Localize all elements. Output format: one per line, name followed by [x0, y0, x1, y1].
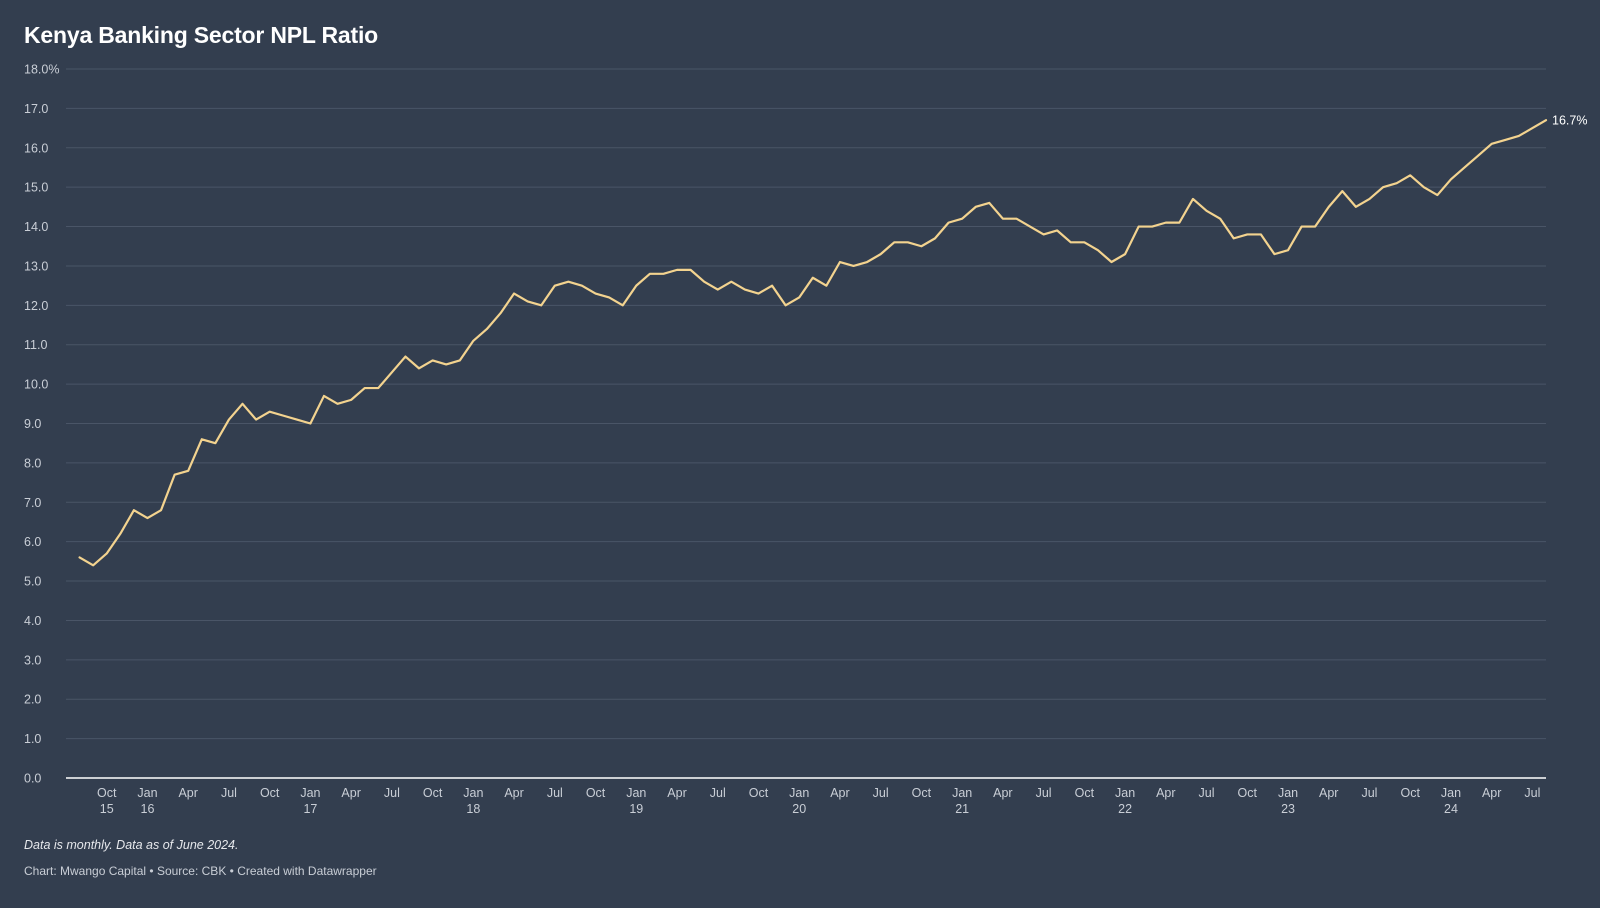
x-tick-year-label: 22: [1118, 802, 1132, 816]
x-tick-year-label: 23: [1281, 802, 1295, 816]
x-tick-label: Jul: [710, 786, 726, 800]
x-tick-label: Apr: [1156, 786, 1175, 800]
y-tick-label: 7.0: [24, 496, 41, 510]
y-tick-label: 0.0: [24, 772, 41, 786]
x-tick-label: Jul: [873, 786, 889, 800]
x-tick-label: Oct: [586, 786, 606, 800]
y-tick-label: 18.0%: [24, 63, 59, 77]
y-tick-label: 16.0: [24, 141, 48, 155]
x-tick-label: Apr: [178, 786, 197, 800]
y-tick-label: 8.0: [24, 456, 41, 470]
end-value-label: 16.7%: [1552, 114, 1587, 128]
x-tick-label: Oct: [423, 786, 443, 800]
x-tick-label: Jan: [626, 786, 646, 800]
x-tick-label: Jan: [1115, 786, 1135, 800]
credit-chart: Chart: Mwango Capital: [24, 864, 147, 878]
credit-separator: •: [149, 864, 154, 878]
y-tick-label: 6.0: [24, 535, 41, 549]
credit-tool: Created with Datawrapper: [237, 864, 377, 878]
x-tick-year-label: 17: [303, 802, 317, 816]
x-tick-label: Jul: [547, 786, 563, 800]
x-tick-label: Apr: [1482, 786, 1501, 800]
footnote: Data is monthly. Data as of June 2024.: [24, 838, 239, 852]
x-tick-label: Oct: [749, 786, 769, 800]
y-tick-label: 4.0: [24, 614, 41, 628]
x-tick-label: Jan: [1278, 786, 1298, 800]
x-tick-label: Jul: [1199, 786, 1215, 800]
x-tick-label: Apr: [830, 786, 849, 800]
y-tick-label: 12.0: [24, 299, 48, 313]
x-axis-ticks: Oct 15 Jan 16 Apr Jul Oct Jan 17 Apr Jul Oct Jan 18 Ap…: [97, 786, 1540, 816]
x-tick-label: Oct: [1075, 786, 1095, 800]
y-tick-label: 5.0: [24, 575, 41, 589]
x-tick-year-label: 15: [100, 802, 114, 816]
x-tick-label: Apr: [341, 786, 360, 800]
x-tick-year-label: 19: [629, 802, 643, 816]
credit-source: Source: CBK: [156, 864, 227, 878]
x-tick-label: Oct: [912, 786, 932, 800]
x-tick-year-label: 24: [1444, 802, 1458, 816]
x-tick-label: Jul: [1524, 786, 1540, 800]
y-tick-label: 3.0: [24, 653, 41, 667]
x-tick-label: Apr: [1319, 786, 1338, 800]
x-tick-label: Apr: [667, 786, 686, 800]
x-tick-label: Oct: [1238, 786, 1258, 800]
credit-separator: •: [229, 864, 234, 878]
credit-line: Chart: Mwango Capital • Source: CBK • Cr…: [24, 864, 377, 878]
x-tick-label: Apr: [504, 786, 523, 800]
x-tick-year-label: 18: [466, 802, 480, 816]
x-tick-label: Jul: [1036, 786, 1052, 800]
x-tick-label: Jan: [463, 786, 483, 800]
x-tick-year-label: 16: [141, 802, 155, 816]
y-tick-label: 2.0: [24, 693, 41, 707]
y-tick-label: 17.0: [24, 102, 48, 116]
x-tick-label: Jul: [221, 786, 237, 800]
x-tick-label: Jan: [952, 786, 972, 800]
x-tick-label: Oct: [260, 786, 280, 800]
chart-title: Kenya Banking Sector NPL Ratio: [24, 22, 378, 48]
y-tick-label: 13.0: [24, 259, 48, 273]
x-tick-label: Jan: [300, 786, 320, 800]
x-tick-label: Jul: [384, 786, 400, 800]
y-tick-label: 9.0: [24, 417, 41, 431]
x-tick-year-label: 20: [792, 802, 806, 816]
x-tick-label: Jan: [1441, 786, 1461, 800]
x-tick-label: Jan: [137, 786, 157, 800]
x-tick-label: Oct: [1400, 786, 1420, 800]
x-tick-label: Apr: [993, 786, 1012, 800]
series-line: [78, 119, 1548, 567]
y-tick-label: 15.0: [24, 181, 48, 195]
y-axis-ticks: 0.0 1.0 2.0 3.0 4.0 5.0 6.0 7.0 8.0 9.0 10.0 11.0 12…: [24, 63, 59, 786]
y-tick-label: 11.0: [24, 338, 47, 352]
y-tick-label: 1.0: [24, 732, 41, 746]
y-tick-label: 14.0: [24, 220, 48, 234]
y-tick-label: 10.0: [24, 378, 48, 392]
x-tick-label: Oct: [97, 786, 117, 800]
series-layer: 16.7%: [78, 114, 1587, 567]
x-tick-year-label: 21: [955, 802, 969, 816]
x-tick-label: Jan: [789, 786, 809, 800]
x-tick-label: Jul: [1361, 786, 1377, 800]
gridlines: [66, 68, 1546, 779]
